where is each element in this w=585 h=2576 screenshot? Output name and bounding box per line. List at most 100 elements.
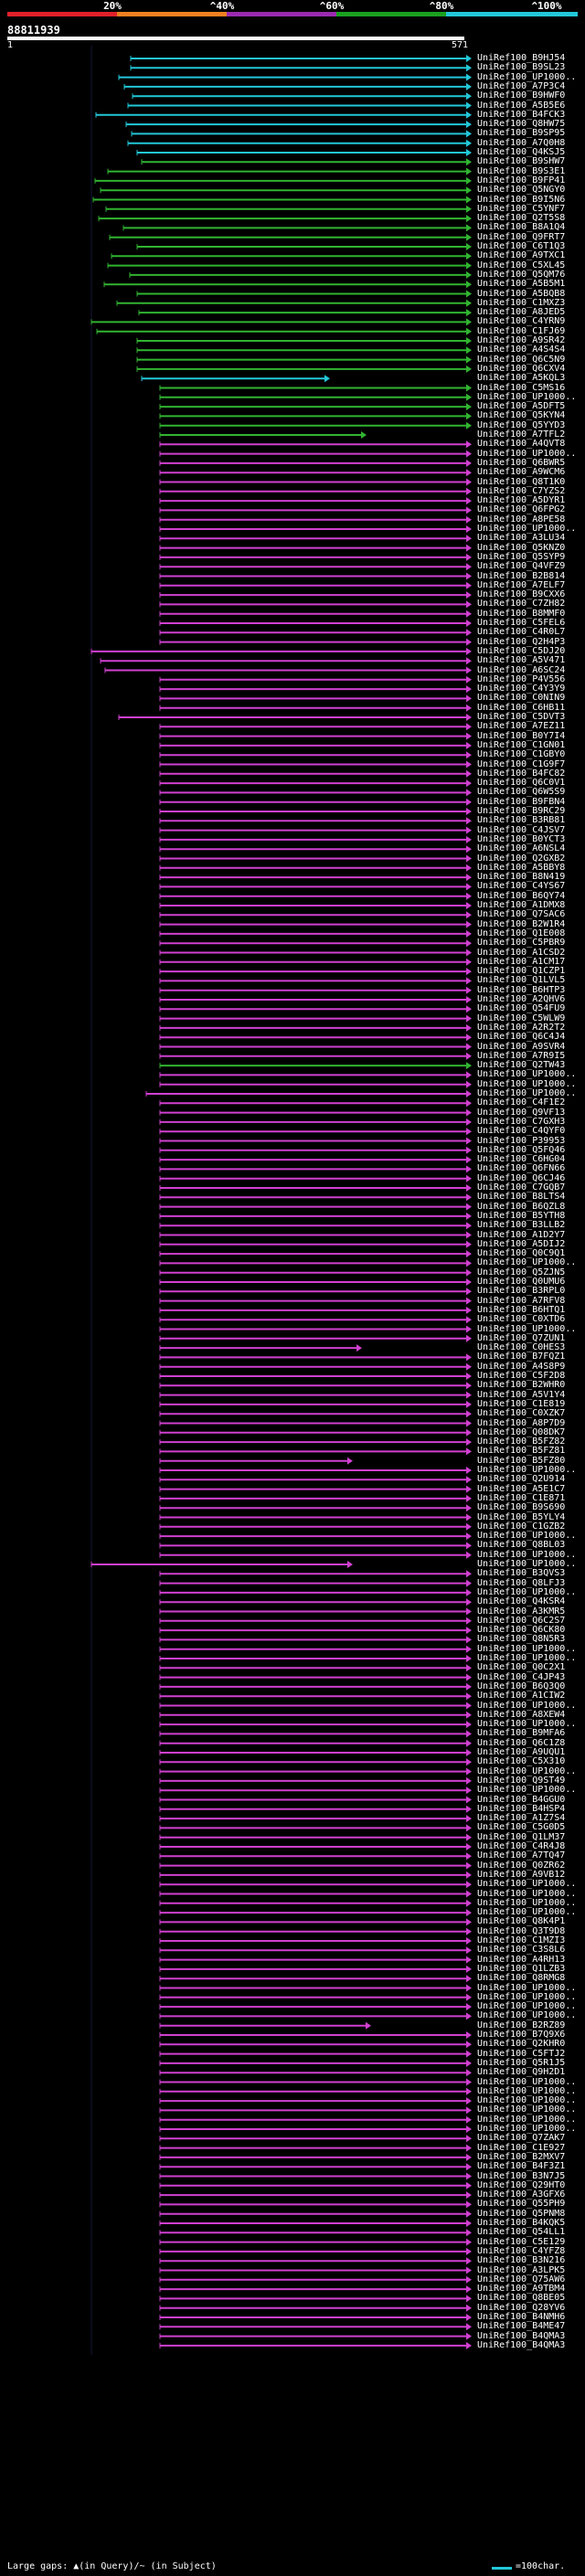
hit-label[interactable]: UniRef100_B9SHW7 <box>477 156 566 167</box>
hit-label[interactable]: UniRef100_Q8BE05 <box>477 2293 566 2304</box>
hit-label[interactable]: UniRef100_A4RH13 <box>477 1954 566 1965</box>
hit-label[interactable]: UniRef100_C1GZB2 <box>477 1521 566 1532</box>
hit-label[interactable]: UniRef100_B4HSP4 <box>477 1803 566 1814</box>
hit-label[interactable]: UniRef100_Q5QM76 <box>477 269 566 280</box>
hit-label[interactable]: UniRef100_Q2U914 <box>477 1474 566 1485</box>
hit-label[interactable]: UniRef100_C5X310 <box>477 1756 566 1767</box>
hit-label[interactable]: UniRef100_C3S8L6 <box>477 1945 566 1956</box>
hit-label[interactable]: UniRef100_B0YCT3 <box>477 833 566 844</box>
hit-label[interactable]: UniRef100_C5YNF7 <box>477 203 566 214</box>
hit-label[interactable]: UniRef100_UP1000.. <box>477 2010 577 2021</box>
hit-label[interactable]: UniRef100_A5BBY8 <box>477 862 566 873</box>
hit-label[interactable]: UniRef100_B2MXV7 <box>477 2151 566 2162</box>
hit-label[interactable]: UniRef100_Q5NGY0 <box>477 185 566 196</box>
hit-label[interactable]: UniRef100_B9MFA6 <box>477 1728 566 1739</box>
hit-label[interactable]: UniRef100_B3RB81 <box>477 815 566 826</box>
hit-label[interactable]: UniRef100_Q2H4P3 <box>477 636 566 647</box>
hit-label[interactable]: UniRef100_A1DMX8 <box>477 900 566 910</box>
hit-label[interactable]: UniRef100_A2QHV6 <box>477 994 566 1004</box>
hit-label[interactable]: UniRef100_C4R4J8 <box>477 1841 566 1851</box>
hit-label[interactable]: UniRef100_C0HES3 <box>477 1342 566 1353</box>
hit-label[interactable]: UniRef100_Q6C4J4 <box>477 1032 566 1043</box>
hit-label[interactable]: UniRef100_C5F2D8 <box>477 1371 566 1381</box>
hit-label[interactable]: UniRef100_UP1000.. <box>477 1531 577 1542</box>
hit-label[interactable]: UniRef100_C7YZS2 <box>477 485 566 496</box>
hit-label[interactable]: UniRef100_B2W1R4 <box>477 918 566 929</box>
hit-label[interactable]: UniRef100_C4JSV7 <box>477 824 566 835</box>
hit-label[interactable]: UniRef100_A7Q0H8 <box>477 137 566 148</box>
hit-label[interactable]: UniRef100_A7ELF7 <box>477 579 566 590</box>
hit-label[interactable]: UniRef100_UP1000.. <box>477 448 577 459</box>
hit-label[interactable]: UniRef100_UP1000.. <box>477 524 577 534</box>
hit-label[interactable]: UniRef100_C5PBR9 <box>477 938 566 949</box>
hit-label[interactable]: UniRef100_A2R2T2 <box>477 1022 566 1033</box>
hit-label[interactable]: UniRef100_C5E129 <box>477 2236 566 2247</box>
hit-label[interactable]: UniRef100_Q6FN66 <box>477 1163 566 1174</box>
hit-label[interactable]: UniRef100_A5DFT5 <box>477 401 566 412</box>
hit-label[interactable]: UniRef100_Q5YYD3 <box>477 419 566 430</box>
hit-label[interactable]: UniRef100_C4R0L7 <box>477 627 566 638</box>
hit-label[interactable]: UniRef100_B3N7J5 <box>477 2170 566 2181</box>
hit-label[interactable]: UniRef100_B4F3Z1 <box>477 2161 566 2172</box>
hit-label[interactable]: UniRef100_A5V1Y4 <box>477 1389 566 1400</box>
hit-label[interactable]: UniRef100_C5WLW9 <box>477 1012 566 1023</box>
hit-label[interactable]: UniRef100_C5XL45 <box>477 260 566 270</box>
hit-label[interactable]: UniRef100_UP1000.. <box>477 391 577 402</box>
hit-label[interactable]: UniRef100_B5FZ80 <box>477 1455 566 1466</box>
hit-label[interactable]: UniRef100_A8XEW4 <box>477 1709 566 1720</box>
hit-label[interactable]: UniRef100_B4QMA3 <box>477 2339 566 2350</box>
hit-label[interactable]: UniRef100_A7EZ11 <box>477 721 566 732</box>
hit-label[interactable]: UniRef100_A9UQU1 <box>477 1747 566 1757</box>
hit-label[interactable]: UniRef100_B9RC29 <box>477 806 566 816</box>
hit-label[interactable]: UniRef100_A9TXC1 <box>477 250 566 261</box>
hit-label[interactable]: UniRef100_Q5PNM8 <box>477 2208 566 2219</box>
hit-label[interactable]: UniRef100_B6QZL8 <box>477 1201 566 1212</box>
hit-label[interactable]: UniRef100_Q2GXB2 <box>477 853 566 864</box>
hit-label[interactable]: UniRef100_B2B814 <box>477 570 566 581</box>
hit-label[interactable]: UniRef100_UP1000.. <box>477 1700 577 1711</box>
hit-label[interactable]: UniRef100_Q9FRT7 <box>477 231 566 242</box>
hit-label[interactable]: UniRef100_B4FCK3 <box>477 109 566 120</box>
hit-label[interactable]: UniRef100_Q5R1J5 <box>477 2057 566 2068</box>
hit-label[interactable]: UniRef100_Q7SAC6 <box>477 909 566 920</box>
hit-label[interactable]: UniRef100_A7TFL2 <box>477 429 566 440</box>
hit-label[interactable]: UniRef100_Q2KHR0 <box>477 2039 566 2050</box>
hit-label[interactable]: UniRef100_Q8LFJ3 <box>477 1577 566 1588</box>
hit-label[interactable]: UniRef100_C5FTJ2 <box>477 2048 566 2059</box>
hit-label[interactable]: UniRef100_B9HWF0 <box>477 90 566 101</box>
hit-label[interactable]: UniRef100_A7R9I5 <box>477 1050 566 1061</box>
hit-label[interactable]: UniRef100_B4NMH6 <box>477 2312 566 2322</box>
hit-label[interactable]: UniRef100_Q5FQ46 <box>477 1144 566 1155</box>
hit-label[interactable]: UniRef100_UP1000.. <box>477 1907 577 1918</box>
hit-label[interactable]: UniRef100_C4YS67 <box>477 881 566 892</box>
hit-label[interactable]: UniRef100_B4ME47 <box>477 2321 566 2332</box>
hit-label[interactable]: UniRef100_UP1000.. <box>477 2076 577 2087</box>
hit-label[interactable]: UniRef100_A6NSL4 <box>477 843 566 854</box>
hit-label[interactable]: UniRef100_UP1000.. <box>477 2124 577 2134</box>
hit-label[interactable]: UniRef100_B6QY74 <box>477 890 566 901</box>
hit-label[interactable]: UniRef100_B2RZ89 <box>477 2019 566 2030</box>
hit-label[interactable]: UniRef100_A3KMR5 <box>477 1606 566 1617</box>
hit-label[interactable]: UniRef100_Q1LZB3 <box>477 1963 566 1974</box>
hit-label[interactable]: UniRef100_A1CM17 <box>477 956 566 967</box>
hit-label[interactable]: UniRef100_A7P3C4 <box>477 80 566 91</box>
hit-label[interactable]: UniRef100_B9SP95 <box>477 128 566 139</box>
hit-label[interactable]: UniRef100_Q9H2D1 <box>477 2067 566 2078</box>
hit-label[interactable]: UniRef100_UP1000.. <box>477 2104 577 2115</box>
hit-label[interactable]: UniRef100_A5BQB8 <box>477 288 566 299</box>
hit-label[interactable]: UniRef100_Q6W5S9 <box>477 787 566 798</box>
hit-label[interactable]: UniRef100_Q8RMG8 <box>477 1973 566 1984</box>
hit-label[interactable]: UniRef100_A5KQL3 <box>477 373 566 384</box>
hit-label[interactable]: UniRef100_UP1000.. <box>477 1078 577 1089</box>
hit-label[interactable]: UniRef100_Q54FU9 <box>477 1003 566 1014</box>
hit-label[interactable]: UniRef100_Q6C1Z8 <box>477 1737 566 1748</box>
hit-label[interactable]: UniRef100_C4QYF0 <box>477 1126 566 1137</box>
hit-label[interactable]: UniRef100_Q28YV6 <box>477 2302 566 2313</box>
hit-label[interactable]: UniRef100_A8PE58 <box>477 514 566 525</box>
hit-label[interactable]: UniRef100_UP1000.. <box>477 2095 577 2106</box>
hit-label[interactable]: UniRef100_UP1000.. <box>477 1586 577 1597</box>
hit-label[interactable]: UniRef100_P4V556 <box>477 673 566 684</box>
hit-label[interactable]: UniRef100_A4S8P9 <box>477 1361 566 1372</box>
hit-label[interactable]: UniRef100_Q2T5S8 <box>477 213 566 224</box>
hit-label[interactable]: UniRef100_Q4KSJ5 <box>477 147 566 157</box>
